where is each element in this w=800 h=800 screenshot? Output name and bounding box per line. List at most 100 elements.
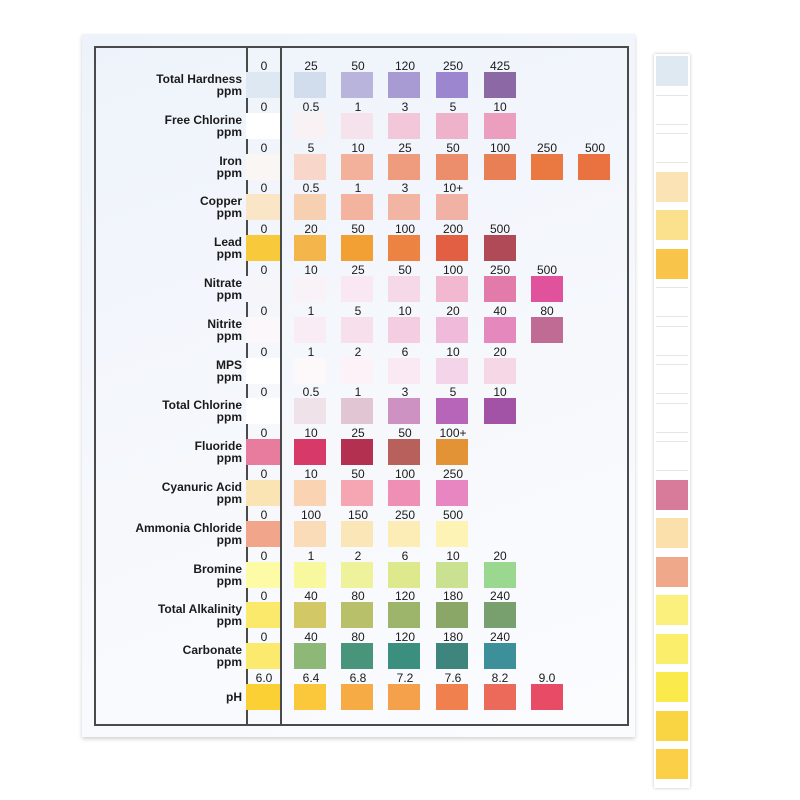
color-swatch — [436, 643, 468, 670]
parameter-unit: ppm — [216, 206, 242, 221]
parameter-name: Copper — [200, 194, 242, 209]
parameter-label: Nitrate ppm — [96, 277, 242, 301]
level-value: 10 — [398, 303, 412, 318]
level-value: 180 — [442, 630, 464, 645]
level-value: 120 — [394, 59, 416, 73]
parameter-name: Bromine — [193, 561, 242, 576]
parameter-unit: ppm — [216, 124, 242, 139]
color-swatch — [388, 684, 420, 710]
color-swatch — [294, 72, 326, 98]
strip-pad — [656, 672, 688, 702]
level-value: 5 — [307, 140, 315, 155]
parameter-label: Bromine ppm — [96, 563, 242, 587]
level-value: 200 — [442, 222, 464, 237]
color-swatch — [484, 684, 516, 710]
level-value: 50 — [398, 426, 412, 441]
level-value: 100+ — [439, 426, 467, 441]
color-swatch — [246, 276, 280, 302]
parameter-label: Total Chlorine ppm — [96, 399, 242, 423]
level-value: 180 — [442, 589, 464, 604]
level-value: 0 — [260, 59, 268, 73]
strip-pad — [656, 133, 688, 163]
level-value: 0.5 — [302, 385, 320, 400]
color-swatch — [484, 316, 516, 343]
level-value: 20 — [493, 548, 507, 563]
color-swatch — [436, 194, 468, 221]
color-swatch — [436, 153, 468, 180]
parameter-name: Carbonate — [182, 643, 242, 658]
color-swatch — [294, 480, 326, 506]
color-swatch — [436, 398, 468, 425]
level-value: 500 — [442, 507, 464, 522]
level-value: 100 — [394, 222, 416, 237]
color-swatch — [246, 561, 280, 588]
level-value: 500 — [584, 140, 606, 155]
level-value: 10 — [446, 344, 460, 359]
color-swatch — [531, 316, 563, 343]
level-value: 0 — [260, 548, 268, 563]
color-swatch — [341, 153, 373, 180]
color-swatch — [246, 72, 280, 98]
color-swatch — [341, 72, 373, 98]
strip-pad — [656, 325, 688, 356]
color-swatch — [341, 357, 373, 384]
level-value: 10 — [446, 548, 460, 563]
parameter-label: Ammonia Chloride ppm — [96, 522, 242, 546]
color-swatch — [341, 235, 373, 262]
color-swatch — [388, 480, 420, 506]
color-swatch — [436, 72, 468, 98]
level-value: 1 — [354, 181, 362, 196]
color-swatch — [246, 316, 280, 343]
color-swatch — [246, 153, 280, 180]
level-value: 25 — [351, 263, 365, 277]
reference-column-divider — [280, 46, 282, 726]
color-swatch — [341, 439, 373, 466]
level-value: 6.4 — [302, 671, 320, 685]
color-swatch — [436, 602, 468, 629]
level-value: 0 — [260, 303, 268, 318]
level-value: 10 — [304, 467, 318, 481]
level-value: 20 — [446, 303, 460, 318]
level-value: 5 — [354, 303, 362, 318]
level-value: 3 — [401, 181, 409, 196]
strip-pad — [656, 633, 688, 664]
parameter-name: Lead — [213, 235, 242, 250]
parameter-name: Total Alkalinity — [157, 602, 242, 617]
level-value: 0.5 — [302, 181, 320, 196]
strip-pad — [656, 171, 688, 202]
color-swatch — [294, 235, 326, 262]
level-value: 8.2 — [491, 671, 509, 685]
color-swatch — [246, 439, 280, 466]
level-value: 0 — [260, 99, 268, 114]
color-swatch — [341, 684, 373, 710]
level-value: 120 — [394, 589, 416, 604]
level-value: 80 — [351, 589, 365, 604]
parameter-label: Lead ppm — [96, 236, 242, 260]
parameter-unit: ppm — [216, 165, 242, 180]
parameter-name: pH — [226, 690, 242, 704]
color-swatch — [246, 602, 280, 629]
color-swatch — [436, 520, 468, 547]
strip-pad — [656, 441, 688, 471]
color-swatch — [388, 602, 420, 629]
level-value: 50 — [446, 140, 460, 155]
parameter-name: Fluoride — [194, 439, 242, 454]
level-value: 0 — [260, 263, 268, 277]
color-swatch — [294, 684, 326, 710]
level-value: 40 — [304, 589, 318, 604]
color-swatch — [388, 153, 420, 180]
level-value: 0 — [260, 426, 268, 441]
level-value: 0 — [260, 222, 268, 237]
level-value: 1 — [354, 385, 362, 400]
level-value: 500 — [536, 263, 558, 277]
color-swatch — [341, 316, 373, 343]
parameter-label: Iron ppm — [96, 155, 242, 179]
color-swatch — [484, 153, 516, 180]
strip-pad — [656, 94, 688, 125]
level-value: 50 — [398, 263, 412, 277]
parameter-name: Ammonia Chloride — [135, 520, 242, 535]
color-swatch — [484, 72, 516, 98]
reference-column-divider — [246, 46, 248, 726]
color-swatch — [388, 276, 420, 302]
level-value: 100 — [300, 507, 322, 522]
